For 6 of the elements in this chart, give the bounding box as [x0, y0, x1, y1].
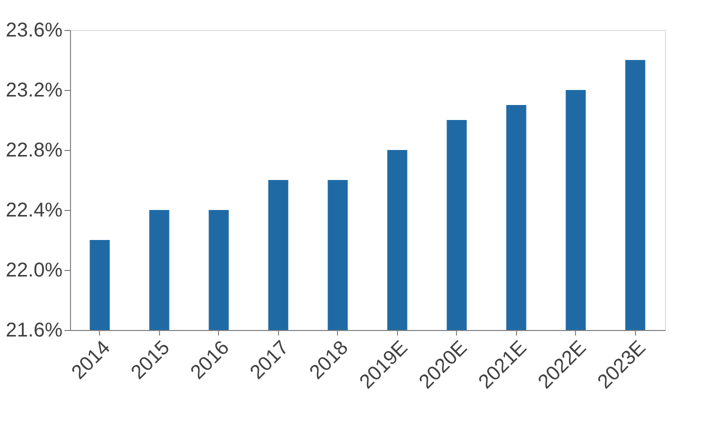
y-tick-label: 23.2%: [6, 80, 63, 102]
y-tick-label: 21.6%: [6, 320, 63, 342]
y-tick-label: 23.6%: [6, 20, 63, 42]
y-tick-label: 22.8%: [6, 140, 63, 162]
y-tick-label: 22.4%: [6, 200, 63, 222]
y-tick-label: 22.0%: [6, 260, 63, 282]
